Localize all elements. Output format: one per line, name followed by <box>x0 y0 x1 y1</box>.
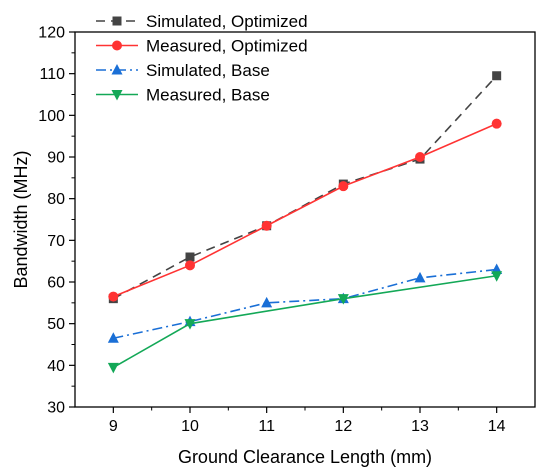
legend-marker <box>112 16 122 26</box>
data-point <box>185 252 195 262</box>
y-tick-label: 100 <box>38 108 65 125</box>
y-tick-label: 30 <box>47 400 65 417</box>
data-point <box>261 220 272 231</box>
legend-marker <box>111 90 123 101</box>
series-line <box>112 274 497 369</box>
x-tick-label: 10 <box>181 418 199 435</box>
legend-label: Simulated, Base <box>146 61 270 80</box>
legend-label: Measured, Base <box>146 86 270 105</box>
legend-marker <box>112 40 122 51</box>
legend-label: Simulated, Optimized <box>146 12 308 31</box>
legend-marker <box>111 64 123 75</box>
series-layer <box>107 71 503 374</box>
data-point <box>338 181 349 192</box>
y-tick-label: 90 <box>47 150 65 167</box>
data-point <box>491 271 503 282</box>
series-1 <box>108 71 502 304</box>
x-tick-label: 12 <box>334 418 352 435</box>
y-tick-label: 60 <box>47 275 65 292</box>
legend-label: Measured, Optimized <box>146 37 308 56</box>
data-point <box>415 152 425 162</box>
y-tick-label: 110 <box>39 66 65 83</box>
data-point <box>414 271 426 283</box>
series-4 <box>107 271 503 374</box>
x-tick-label: 14 <box>488 418 506 435</box>
data-point <box>492 71 502 81</box>
y-tick-label: 40 <box>47 358 65 375</box>
x-tick-label: 9 <box>109 418 118 435</box>
axes: 9 10 11 12 13 14 30 40 50 60 70 80 90 100 110 120 <box>38 25 536 435</box>
data-point <box>261 296 273 308</box>
y-tick-label: 70 <box>47 233 65 250</box>
series-2 <box>108 118 502 302</box>
data-point <box>107 332 119 343</box>
y-tick-label: 120 <box>38 25 65 42</box>
data-point <box>337 294 349 305</box>
y-tick-label: 50 <box>47 316 65 333</box>
data-point <box>184 319 196 330</box>
legend-item-1: Simulated, Optimized <box>96 12 308 31</box>
legend-item-3: Simulated, Base <box>96 61 270 80</box>
series-line <box>112 75 498 300</box>
x-tick-label: 13 <box>411 418 429 435</box>
x-axis-title: Ground Clearance Length (mm) <box>178 447 432 467</box>
data-point <box>107 362 119 374</box>
x-tick-label: 11 <box>258 418 275 435</box>
series-line <box>113 122 497 298</box>
y-tick-label: 80 <box>47 191 65 208</box>
legend-item-2: Measured, Optimized <box>96 37 308 56</box>
data-point <box>108 291 119 302</box>
legend-item-4: Measured, Base <box>96 86 270 105</box>
series-line <box>113 268 497 340</box>
y-axis-title: Bandwidth (MHz) <box>11 150 31 288</box>
data-point <box>185 260 195 271</box>
legend: Simulated, Optimized Measured, Optimized S… <box>96 12 308 105</box>
data-point <box>491 118 502 129</box>
